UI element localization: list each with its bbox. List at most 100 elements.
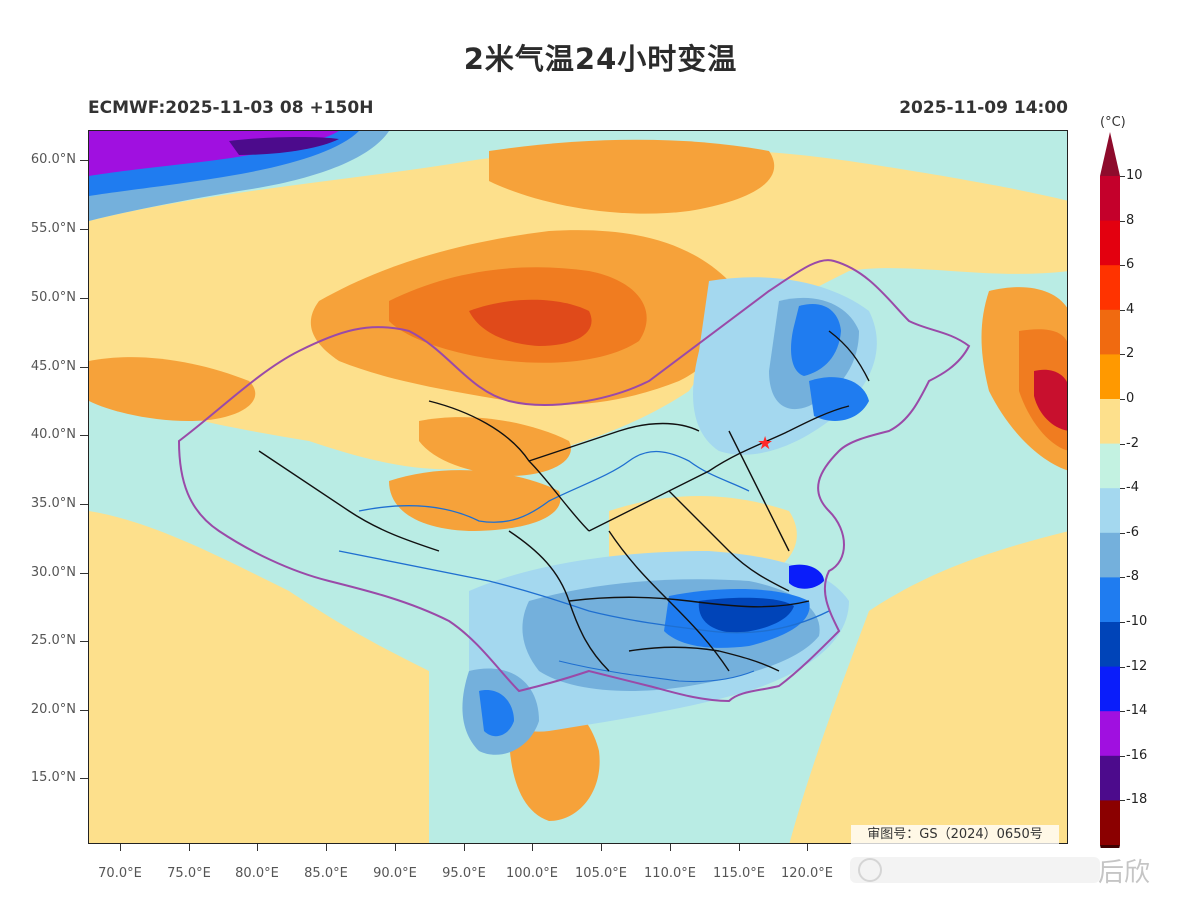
field-cool-8-northeast xyxy=(791,303,841,376)
colorbar xyxy=(1100,132,1120,848)
lon-tick xyxy=(807,844,808,851)
national-border xyxy=(177,259,971,703)
colorbar-label: 10 xyxy=(1126,168,1143,183)
colorbar-tick xyxy=(1120,176,1125,177)
lat-tick xyxy=(80,367,88,368)
colorbar-label: -2 xyxy=(1126,435,1139,451)
capital-marker: ★ xyxy=(757,433,773,454)
lat-label-60: 60.0°N xyxy=(30,152,76,167)
colorbar-label: 0 xyxy=(1126,391,1135,406)
colorbar-label: 8 xyxy=(1126,212,1135,228)
lat-tick xyxy=(80,778,88,779)
colorbar-segment xyxy=(1100,711,1120,757)
colorbar-unit: (°C) xyxy=(1100,115,1126,130)
colorbar-label: -18 xyxy=(1126,792,1148,808)
colorbar-label: -12 xyxy=(1126,658,1148,674)
lon-label-100: 100.0°E xyxy=(506,866,558,881)
colorbar-segment xyxy=(1100,220,1120,266)
field-warm-0-southwest xyxy=(89,511,429,843)
lon-tick xyxy=(739,844,740,851)
field-warm-2-tarim xyxy=(389,470,561,531)
lat-label-30: 30.0°N xyxy=(30,565,76,580)
field-cool-12-south xyxy=(789,564,824,589)
field-warm-2-northplain xyxy=(419,417,571,476)
field-cool-8-yunnan xyxy=(479,690,514,737)
temperature-change-field: ★ xyxy=(89,131,1067,843)
lon-label-80: 80.0°E xyxy=(235,866,279,881)
lon-tick xyxy=(257,844,258,851)
colorbar-label: -14 xyxy=(1126,703,1148,719)
colorbar-label: -8 xyxy=(1126,569,1139,585)
colorbar-tick xyxy=(1120,755,1125,757)
colorbar-label: -16 xyxy=(1126,747,1148,763)
lat-label-25: 25.0°N xyxy=(30,633,76,648)
map-title: 2米气温24小时变温 xyxy=(463,42,738,76)
field-cool-siberia-darkest xyxy=(229,136,339,155)
colorbar-segment xyxy=(1100,622,1120,668)
lon-label-90: 90.0°E xyxy=(373,866,417,881)
lon-tick xyxy=(395,844,396,851)
watermark-bar xyxy=(850,857,1100,883)
field-cool-8-bohai xyxy=(809,377,869,421)
lon-label-120: 120.0°E xyxy=(781,866,833,881)
colorbar-segment xyxy=(1100,399,1120,445)
lon-tick xyxy=(464,844,465,851)
colorbar-tick xyxy=(1120,800,1125,802)
lon-tick xyxy=(120,844,121,851)
approval-number: 审图号：GS（2024）0650号 xyxy=(851,825,1059,844)
colorbar-label: -10 xyxy=(1126,614,1148,629)
lon-label-85: 85.0°E xyxy=(304,866,348,881)
colorbar-label: 2 xyxy=(1126,346,1135,362)
colorbar-label: 4 xyxy=(1126,301,1135,317)
map-area: ★ xyxy=(88,130,1068,844)
lon-label-95: 95.0°E xyxy=(442,866,486,881)
lat-tick xyxy=(80,435,88,436)
colorbar-bottom-triangle xyxy=(1100,845,1120,848)
province-borders xyxy=(258,330,870,672)
field-warm-2-northeast xyxy=(489,139,775,214)
lat-tick xyxy=(80,229,88,230)
lat-tick xyxy=(80,298,88,299)
colorbar-segment xyxy=(1100,488,1120,534)
colorbar-tick xyxy=(1120,577,1125,579)
colorbar-tick xyxy=(1120,622,1125,623)
lon-label-115: 115.0°E xyxy=(713,866,765,881)
lon-tick xyxy=(326,844,327,851)
lon-label-105: 105.0°E xyxy=(575,866,627,881)
lat-label-20: 20.0°N xyxy=(30,702,76,717)
colorbar-tick xyxy=(1120,265,1125,267)
colorbar-segment xyxy=(1100,354,1120,400)
colorbar-segment xyxy=(1100,666,1120,712)
colorbar-label: -6 xyxy=(1126,524,1139,540)
colorbar-label: 6 xyxy=(1126,257,1135,273)
lat-label-15: 15.0°N xyxy=(30,770,76,785)
colorbar-tick xyxy=(1120,443,1125,445)
colorbar-segment xyxy=(1100,309,1120,355)
colorbar-segment xyxy=(1100,443,1120,489)
colorbar-tick xyxy=(1120,666,1125,668)
lat-label-35: 35.0°N xyxy=(30,496,76,511)
lon-tick xyxy=(670,844,671,851)
colorbar-segment xyxy=(1100,265,1120,311)
lat-tick xyxy=(80,160,88,161)
colorbar-label: -4 xyxy=(1126,480,1139,496)
lat-label-55: 55.0°N xyxy=(30,221,76,236)
lat-label-50: 50.0°N xyxy=(30,290,76,305)
river-yellow xyxy=(358,450,750,523)
field-warm-8-japan xyxy=(1034,369,1067,431)
field-warm-6-mongolia xyxy=(469,299,592,346)
colorbar-top-triangle xyxy=(1100,132,1120,176)
colorbar-tick xyxy=(1120,532,1125,534)
model-run-label: ECMWF:2025-11-03 08 +150H xyxy=(88,98,374,118)
river-pearl xyxy=(558,660,755,683)
lat-label-40: 40.0°N xyxy=(30,427,76,442)
colorbar-segment xyxy=(1100,800,1120,846)
colorbar-segment xyxy=(1100,176,1120,222)
lon-tick xyxy=(189,844,190,851)
colorbar-segment xyxy=(1100,532,1120,578)
field-warm-0-southeast xyxy=(789,531,1067,843)
colorbar-tick xyxy=(1120,220,1125,222)
lon-label-70: 70.0°E xyxy=(98,866,142,881)
lat-label-45: 45.0°N xyxy=(30,359,76,374)
lon-tick xyxy=(532,844,533,851)
